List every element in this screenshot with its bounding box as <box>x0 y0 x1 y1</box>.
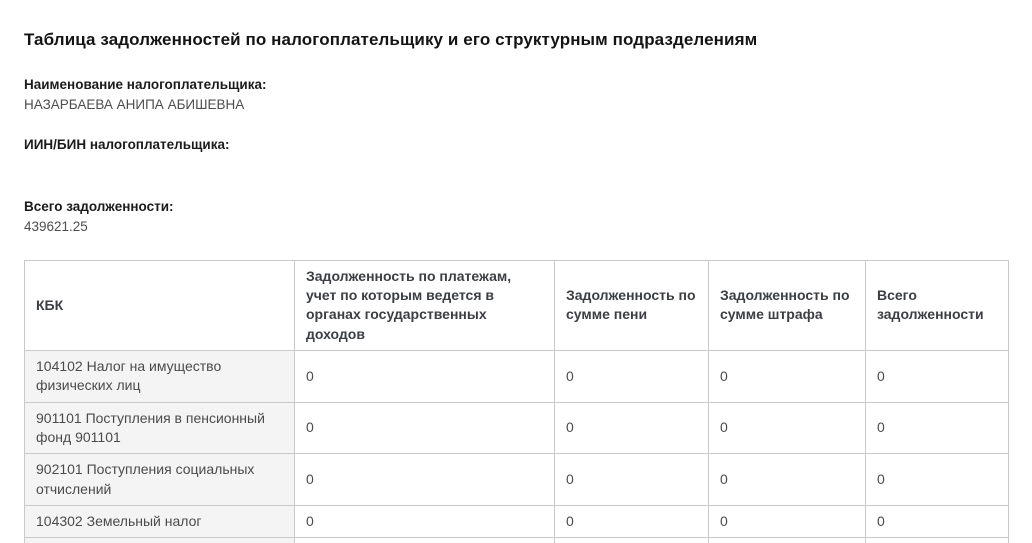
cell-kbk: 104102 Налог на имущество физических лиц <box>24 349 295 403</box>
total-debt-label: Всего задолженности: <box>24 199 174 215</box>
cell-payments-debt: 0 <box>294 453 555 506</box>
taxpayer-name-block: Наименование налогоплательщика: НАЗАРБАЕ… <box>24 77 1008 113</box>
iin-bin-value <box>24 156 1008 173</box>
total-debt-value: 439621.25 <box>24 219 88 235</box>
cell-payments-debt: 0 <box>294 504 555 539</box>
cell-fine-debt: 0 <box>708 349 866 403</box>
page-title: Таблица задолженностей по налогоплательщ… <box>24 30 758 49</box>
cell-penalty-debt: 0 <box>554 401 709 455</box>
column-header-payments-debt: Задолженность по платежам, учет по котор… <box>294 259 555 351</box>
table-row: 901101 Поступления в пенсионный фонд 901… <box>24 401 1009 455</box>
cell-payments-debt: 439621.25 <box>294 537 555 543</box>
cell-fine-debt: 0 <box>708 537 866 543</box>
cell-kbk: 901101 Поступления в пенсионный фонд 901… <box>24 401 295 455</box>
cell-penalty-debt: 0 <box>554 349 709 403</box>
table-row: 104302 Земельный налог 0 0 0 0 <box>24 504 1009 539</box>
taxpayer-name-label: Наименование налогоплательщика: <box>24 77 267 92</box>
cell-penalty-debt: 0 <box>554 504 709 539</box>
table-row: 902101 Поступления социальных отчислений… <box>24 453 1009 506</box>
iin-bin-block: ИИН/БИН налогоплательщика: <box>24 137 1008 173</box>
column-header-penalty-debt: Задолженность по сумме пени <box>554 259 709 351</box>
cell-payments-debt: 0 <box>294 349 555 403</box>
column-header-total-debt: Всего задолженности <box>865 259 1009 351</box>
cell-total-debt: 0 <box>865 401 1009 455</box>
cell-total-debt: 0 <box>865 453 1009 506</box>
cell-total-debt: 0 <box>865 504 1009 539</box>
cell-total-debt: 0 <box>865 349 1009 403</box>
cell-kbk: 104402 Налог на транспортные средства с … <box>24 537 295 543</box>
cell-penalty-debt: 0 <box>554 537 709 543</box>
total-debt-block: Всего задолженности: 439621.25 <box>24 199 1008 235</box>
iin-bin-label: ИИН/БИН налогоплательщика: <box>24 137 230 153</box>
debt-table: КБК Задолженность по платежам, учет по к… <box>24 259 1009 543</box>
table-row: 104102 Налог на имущество физических лиц… <box>24 349 1009 403</box>
cell-kbk: 104302 Земельный налог <box>24 504 295 539</box>
column-header-kbk: КБК <box>24 259 295 351</box>
cell-kbk: 902101 Поступления социальных отчислений <box>24 453 295 506</box>
cell-payments-debt: 0 <box>294 401 555 455</box>
column-header-fine-debt: Задолженность по сумме штрафа <box>708 259 866 351</box>
cell-fine-debt: 0 <box>708 504 866 539</box>
table-header-row: КБК Задолженность по платежам, учет по к… <box>24 259 1009 351</box>
cell-total-debt: 439621.25 <box>865 537 1009 543</box>
table-row: 104402 Налог на транспортные средства с … <box>24 537 1009 543</box>
cell-penalty-debt: 0 <box>554 453 709 506</box>
cell-fine-debt: 0 <box>708 401 866 455</box>
cell-fine-debt: 0 <box>708 453 866 506</box>
taxpayer-name-value: НАЗАРБАЕВА АНИПА АБИШЕВНА <box>24 96 245 112</box>
